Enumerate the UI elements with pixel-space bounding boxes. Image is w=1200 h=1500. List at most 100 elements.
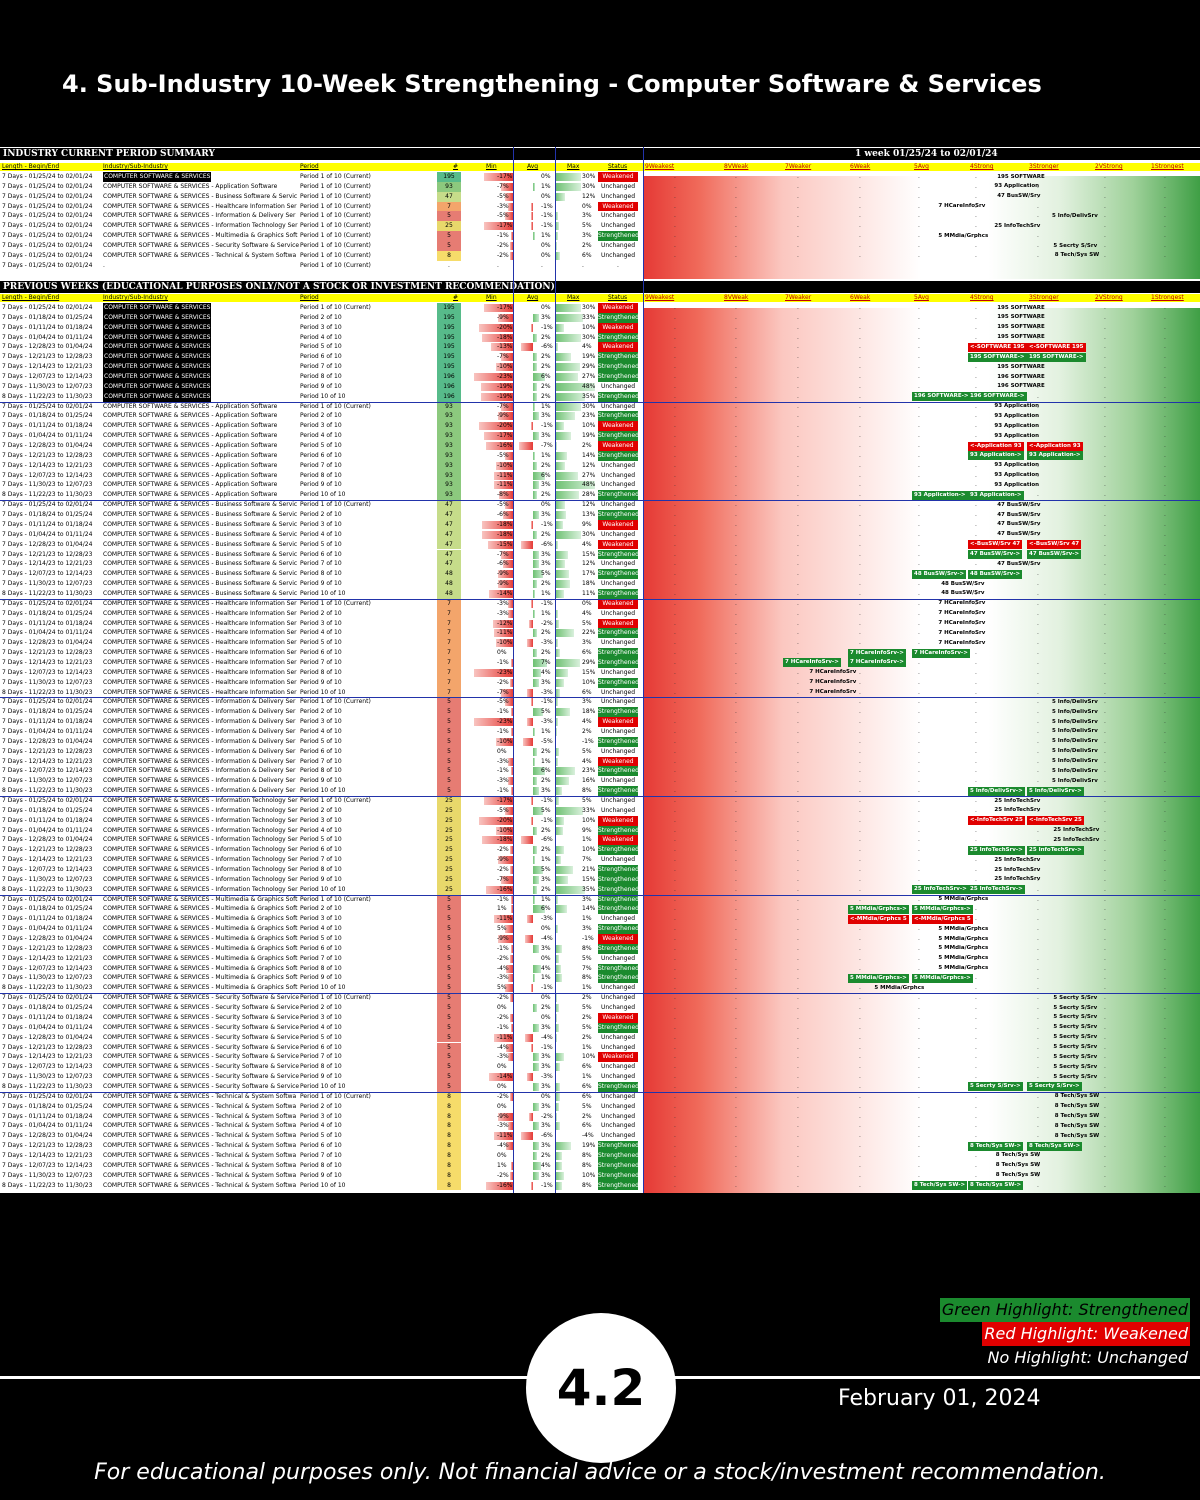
row-max: 10% xyxy=(582,846,596,854)
row-length: 7 Days - 01/25/24 to 02/01/24 xyxy=(2,182,93,190)
row-industry: COMPUTER SOFTWARE & SERVICES - Security … xyxy=(103,1063,300,1071)
empty-cell-dot: . xyxy=(1104,1151,1106,1159)
empty-cell-dot: . xyxy=(1037,1073,1039,1081)
row-status: Strengthened xyxy=(598,894,639,905)
row-min: -9% xyxy=(497,1112,509,1120)
empty-cell-dot: . xyxy=(1164,1142,1166,1150)
empty-cell-dot: . xyxy=(918,1122,920,1130)
empty-cell-dot: . xyxy=(975,580,977,588)
row-avg: 7% xyxy=(541,658,551,666)
row-industry: COMPUTER SOFTWARE & SERVICES - Informati… xyxy=(103,737,296,745)
row-min: -4% xyxy=(497,1142,509,1150)
row-min: -16% xyxy=(497,442,513,450)
empty-cell-dot: . xyxy=(1037,1004,1039,1012)
row-avg: 1% xyxy=(541,589,551,597)
table-row: 7 Days - 11/30/23 to 12/07/23 COMPUTER SO… xyxy=(0,480,643,491)
row-min: -17% xyxy=(497,797,513,804)
min-bar xyxy=(494,471,513,480)
avg-bar xyxy=(533,846,537,855)
group-divider xyxy=(0,401,1200,403)
row-max: 7% xyxy=(582,964,592,972)
row-avg: 0% xyxy=(541,304,551,311)
empty-cell-dot: . xyxy=(1164,520,1166,528)
table-row: 7 Days - 12/21/23 to 12/28/23 COMPUTER SO… xyxy=(0,943,643,954)
empty-cell-dot: . xyxy=(1104,757,1106,765)
empty-cell-dot: . xyxy=(674,974,676,982)
avg-bar xyxy=(533,658,547,667)
row-count: 25 xyxy=(437,796,461,806)
table-row: 7 Days - 12/07/23 to 12/14/23 COMPUTER SO… xyxy=(0,865,643,875)
row-min: -9% xyxy=(497,935,509,943)
empty-cell-dot: . xyxy=(674,1013,676,1021)
avg-bar xyxy=(533,1023,539,1032)
row-avg: 3% xyxy=(541,787,551,795)
empty-cell-dot: . xyxy=(674,639,676,647)
table-row: 7 Days - 12/28/23 to 01/04/24 COMPUTER SO… xyxy=(0,441,643,451)
empty-cell-dot: . xyxy=(674,1033,676,1041)
row-period: Period 6 of 10 xyxy=(300,550,342,558)
empty-cell-dot: . xyxy=(735,718,737,726)
row-length: 7 Days - 12/14/23 to 12/21/23 xyxy=(2,1151,93,1159)
empty-cell-dot: . xyxy=(797,698,799,706)
empty-cell-dot: . xyxy=(1104,915,1106,923)
empty-cell-dot: . xyxy=(1037,944,1039,952)
empty-cell-dot: . xyxy=(735,540,737,548)
row-status: Strengthened xyxy=(598,588,639,599)
row-max: 5% xyxy=(582,954,592,962)
row-industry: COMPUTER SOFTWARE & SERVICES - Business … xyxy=(103,501,298,509)
empty-cell-dot: . xyxy=(735,491,737,499)
empty-cell-dot: . xyxy=(918,767,920,775)
row-count: 93 xyxy=(437,490,461,501)
row-avg: 0% xyxy=(541,925,551,933)
empty-cell-dot: . xyxy=(674,935,676,943)
strength-label: 8 Tech/Sys SW-> xyxy=(968,1141,1024,1151)
row-industry: COMPUTER SOFTWARE & SERVICES xyxy=(103,342,212,353)
empty-cell-dot: . xyxy=(918,232,920,240)
row-min: -5% xyxy=(497,501,509,509)
row-avg: 2% xyxy=(541,580,551,588)
table-row: 7 Days - 01/18/24 to 01/25/24 COMPUTER SO… xyxy=(0,1003,643,1013)
min-bar xyxy=(509,954,513,963)
min-bar xyxy=(482,333,513,342)
empty-cell-dot: . xyxy=(1037,915,1039,923)
row-avg: 6% xyxy=(541,767,551,775)
empty-cell-dot: . xyxy=(1164,501,1166,509)
header-period: Period xyxy=(300,294,319,301)
row-status: . xyxy=(617,261,619,269)
empty-cell-dot: . xyxy=(1104,1161,1106,1169)
row-status: Unchanged xyxy=(600,954,636,962)
row-status: Weakened xyxy=(598,1052,638,1063)
empty-cell-dot: . xyxy=(735,856,737,864)
empty-cell-dot: . xyxy=(918,520,920,528)
table-row: 7 Days - 01/18/24 to 01/25/24 COMPUTER SO… xyxy=(0,707,643,718)
header-col-6weak: 6Weak xyxy=(850,163,871,170)
row-length: 7 Days - 11/30/23 to 12/07/23 xyxy=(2,1073,93,1081)
empty-cell-dot: . xyxy=(1164,251,1166,259)
max-bar xyxy=(555,787,562,796)
row-avg: 2% xyxy=(541,885,551,893)
table-row: 7 Days - 12/21/23 to 12/28/23 COMPUTER SO… xyxy=(0,1141,643,1151)
min-bar xyxy=(496,363,513,372)
row-period: Period 2 of 10 xyxy=(300,313,342,321)
empty-cell-dot: . xyxy=(1104,836,1106,844)
row-industry: COMPUTER SOFTWARE & SERVICES - Informati… xyxy=(103,718,296,726)
min-bar xyxy=(484,432,513,441)
empty-cell-dot: . xyxy=(918,856,920,864)
empty-cell-dot: . xyxy=(918,816,920,824)
empty-cell-dot: . xyxy=(859,333,861,341)
row-period: Period 6 of 10 xyxy=(300,944,342,952)
empty-cell-dot: . xyxy=(735,501,737,509)
empty-cell-dot: . xyxy=(1104,402,1106,410)
strength-label: 5 Info/DelivSrv xyxy=(1052,767,1098,774)
row-status: Unchanged xyxy=(600,212,636,220)
row-length: 7 Days - 12/21/23 to 12/28/23 xyxy=(2,1043,93,1051)
row-length: 7 Days - 12/07/23 to 12/14/23 xyxy=(2,570,93,578)
row-max: 29% xyxy=(582,363,596,371)
row-length: 7 Days - 01/18/24 to 01/25/24 xyxy=(2,609,93,617)
empty-cell-dot: . xyxy=(735,461,737,469)
row-count: 5 xyxy=(437,953,461,964)
empty-cell-dot: . xyxy=(1104,678,1106,686)
strength-label: 8 Tech/Sys SW-> xyxy=(912,1181,968,1191)
empty-cell-dot: . xyxy=(975,895,977,903)
empty-cell-dot: . xyxy=(1037,866,1039,874)
